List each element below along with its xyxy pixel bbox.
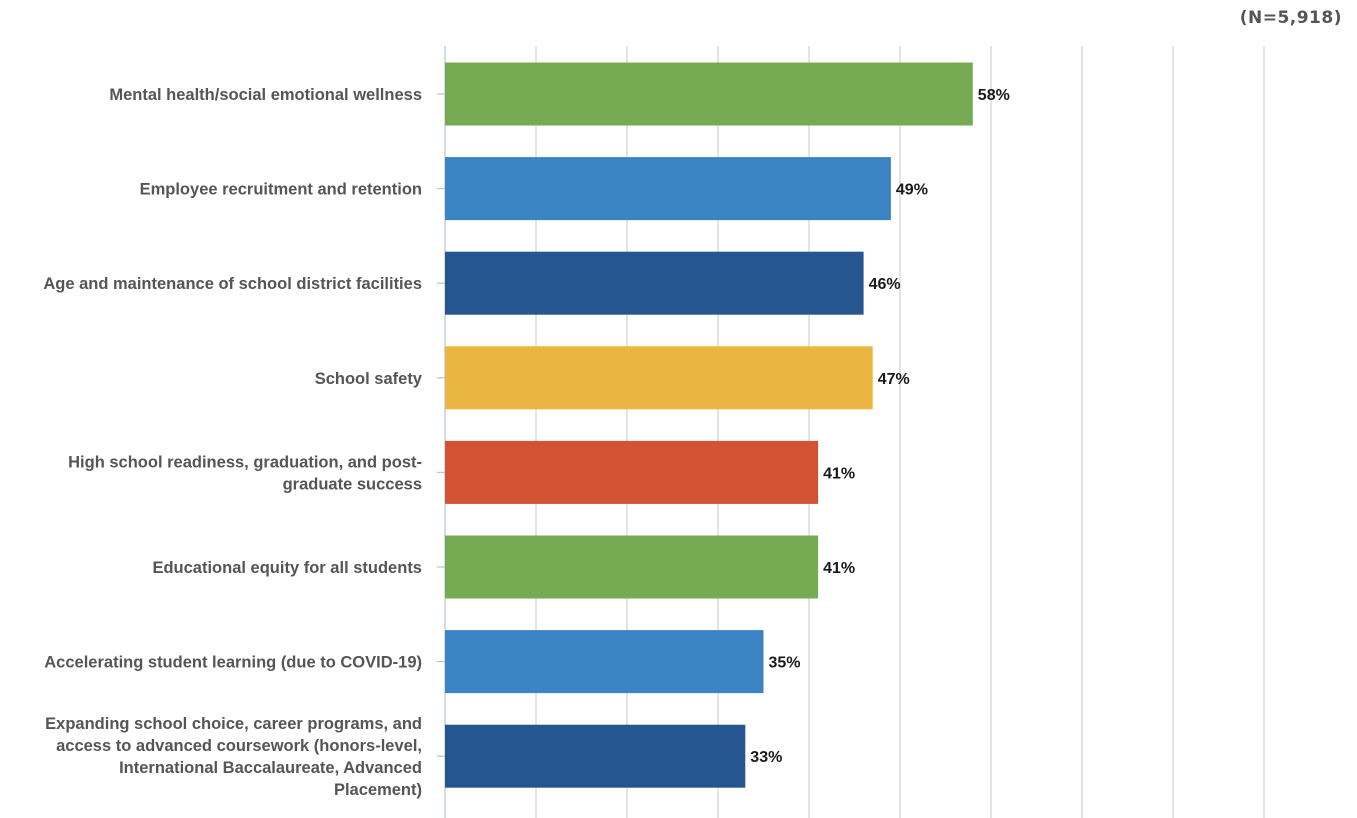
category-label-line: graduate success: [283, 475, 422, 493]
category-label-line: Accelerating student learning (due to CO…: [44, 654, 422, 672]
category-label: Accelerating student learning (due to CO…: [44, 654, 422, 672]
bar: [445, 630, 764, 694]
category-label: Expanding school choice, career programs…: [45, 715, 422, 799]
category-label: Mental health/social emotional wellness: [109, 86, 422, 104]
category-label-line: Educational equity for all students: [152, 559, 422, 577]
bar-value-label: 49%: [896, 182, 928, 199]
category-label-line: access to advanced coursework (honors-le…: [56, 737, 422, 755]
category-label-line: Age and maintenance of school district f…: [43, 275, 422, 293]
category-label-line: High school readiness, graduation, and p…: [68, 453, 422, 471]
category-label-line: Mental health/social emotional wellness: [109, 86, 422, 104]
category-label: Educational equity for all students: [152, 559, 422, 577]
category-label: High school readiness, graduation, and p…: [68, 453, 422, 493]
category-label-line: Employee recruitment and retention: [140, 181, 422, 199]
bar: [445, 157, 891, 221]
bar-value-label: 35%: [769, 655, 801, 672]
category-label-line: School safety: [315, 370, 423, 388]
bar-value-label: 47%: [878, 371, 910, 388]
bar-value-label: 41%: [823, 465, 855, 482]
bar: [445, 346, 873, 410]
bar: [445, 724, 746, 788]
sample-size-note: (N=5,918): [1239, 8, 1342, 28]
category-label: Age and maintenance of school district f…: [43, 275, 422, 293]
category-label-line: Expanding school choice, career programs…: [45, 715, 422, 733]
category-label-line: Placement): [334, 781, 422, 799]
bar: [445, 62, 973, 126]
bar: [445, 440, 819, 504]
bar-value-label: 58%: [978, 87, 1010, 104]
bar: [445, 535, 819, 599]
bar: [445, 251, 864, 315]
category-label: School safety: [315, 370, 423, 388]
bar-value-label: 41%: [823, 560, 855, 577]
category-label: Employee recruitment and retention: [140, 181, 422, 199]
bar-value-label: 33%: [750, 749, 782, 766]
category-label-line: International Baccalaureate, Advanced: [119, 759, 422, 777]
bar-value-label: 46%: [869, 276, 901, 293]
